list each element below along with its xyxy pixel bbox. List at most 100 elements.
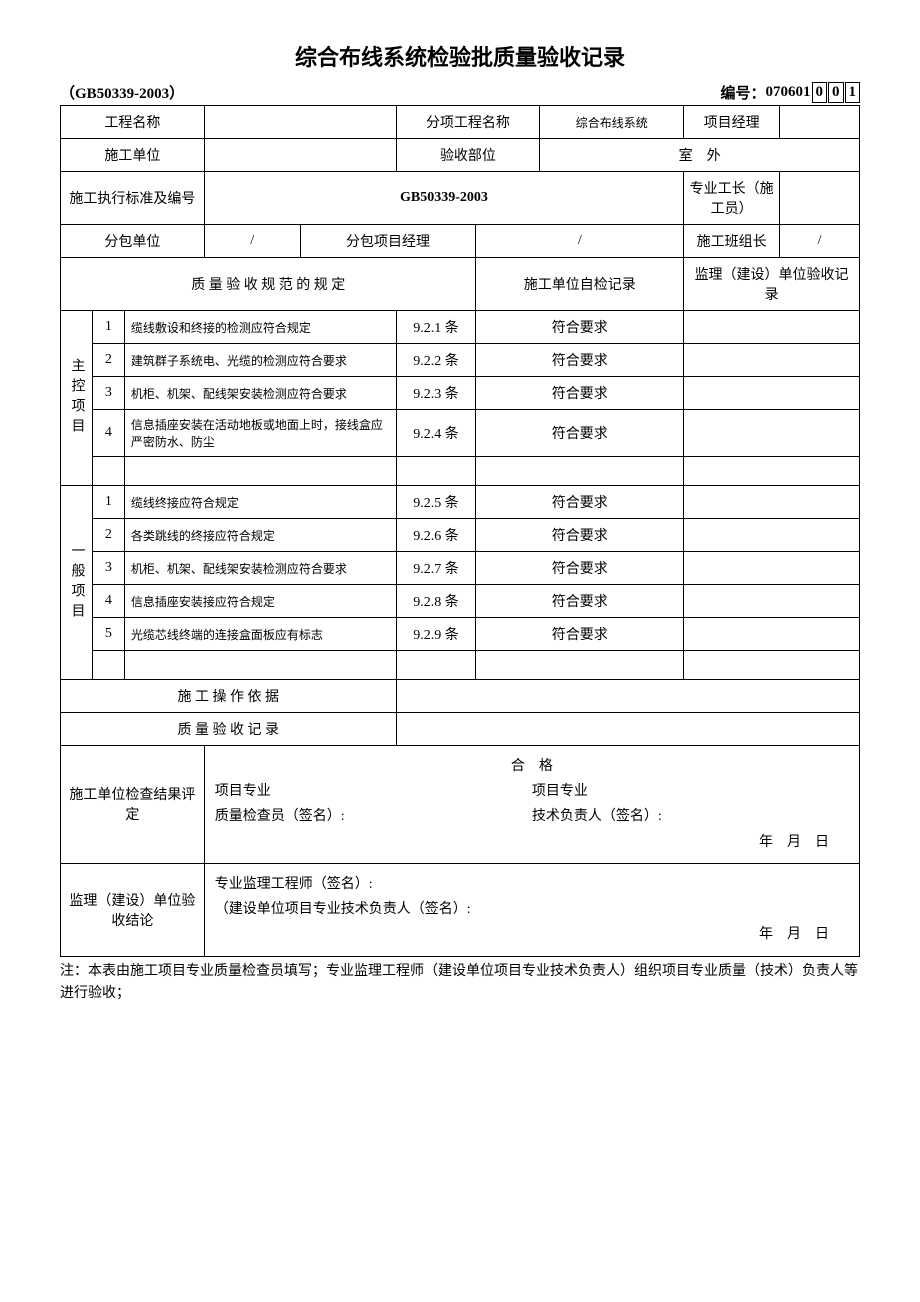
gen-row-empty-check (476, 651, 684, 680)
gen-row-clause-5: 9.2.9 条 (396, 618, 476, 651)
exec-standard-bold: GB50339-2003 (400, 190, 488, 205)
header-row: （GB50339-2003） 编号： 070601 0 0 1 (60, 82, 860, 103)
value-exec-standard: GB50339-2003 (204, 172, 683, 225)
value-op-basis (396, 680, 859, 713)
gen-row-check-4: 符合要求 (476, 585, 684, 618)
main-row-sup-3 (684, 377, 860, 410)
code-prefix: 070601 (766, 84, 811, 101)
main-row-check-4: 符合要求 (476, 410, 684, 457)
main-row-empty-sup (684, 457, 860, 486)
main-row-check-3: 符合要求 (476, 377, 684, 410)
gen-row-num-3: 3 (92, 552, 124, 585)
main-row-empty-desc (124, 457, 396, 486)
gen-row-empty-num (92, 651, 124, 680)
label-sub-project: 分项工程名称 (396, 106, 540, 139)
value-project-name (204, 106, 396, 139)
label-self-check: 施工单位自检记录 (476, 258, 684, 311)
label-result-eval: 施工单位检查结果评定 (61, 746, 205, 864)
main-row-desc-3: 机柜、机架、配线架安装检测应符合要求 (124, 377, 396, 410)
gen-row-check-2: 符合要求 (476, 519, 684, 552)
qc-inspector-line2: 质量检查员（签名）: (215, 809, 345, 824)
gen-row-desc-5: 光缆芯线终端的连接盒面板应有标志 (124, 618, 396, 651)
gen-row-sup-1 (684, 486, 860, 519)
main-row-check-1: 符合要求 (476, 311, 684, 344)
gen-row-sup-5 (684, 618, 860, 651)
code-box-2: 0 (828, 82, 844, 103)
label-acceptance-part: 验收部位 (396, 139, 540, 172)
gen-row-clause-3: 9.2.7 条 (396, 552, 476, 585)
gen-row-num-4: 4 (92, 585, 124, 618)
gen-row-empty-desc (124, 651, 396, 680)
code-label: 编号： (720, 82, 765, 103)
main-row-clause-4: 9.2.4 条 (396, 410, 476, 457)
gen-row-sup-4 (684, 585, 860, 618)
label-project-name: 工程名称 (61, 106, 205, 139)
gen-row-clause-4: 9.2.8 条 (396, 585, 476, 618)
main-row-clause-3: 9.2.3 条 (396, 377, 476, 410)
qualified-text: 合 格 (215, 754, 849, 779)
code-box-1: 0 (812, 82, 828, 103)
gen-row-check-5: 符合要求 (476, 618, 684, 651)
code-box-3: 1 (845, 82, 861, 103)
gen-row-empty-sup (684, 651, 860, 680)
tech-lead-line1: 项目专业 (532, 784, 588, 799)
result-date: 年 月 日 (215, 830, 849, 855)
label-foreman: 专业工长（施工员） (684, 172, 780, 225)
label-subcontractor: 分包单位 (61, 225, 205, 258)
main-row-check-2: 符合要求 (476, 344, 684, 377)
value-sub-pm: / (476, 225, 684, 258)
gen-row-check-1: 符合要求 (476, 486, 684, 519)
value-team-leader: / (780, 225, 860, 258)
label-exec-standard: 施工执行标准及编号 (61, 172, 205, 225)
main-row-sup-4 (684, 410, 860, 457)
label-op-basis: 施 工 操 作 依 据 (61, 680, 397, 713)
owner-sig: （建设单位项目专业技术负责人（签名）: (215, 897, 849, 922)
gen-row-desc-2: 各类跳线的终接应符合规定 (124, 519, 396, 552)
value-subcontractor: / (204, 225, 300, 258)
gen-row-desc-4: 信息插座安装接应符合规定 (124, 585, 396, 618)
supervisor-content: 专业监理工程师（签名）: （建设单位项目专业技术负责人（签名）: 年 月 日 (204, 863, 859, 956)
supervisor-date: 年 月 日 (215, 922, 849, 947)
main-row-num-3: 3 (92, 377, 124, 410)
label-construction-unit: 施工单位 (61, 139, 205, 172)
gen-row-num-1: 1 (92, 486, 124, 519)
label-sub-pm: 分包项目经理 (300, 225, 476, 258)
label-quality-spec: 质 量 验 收 规 范 的 规 定 (61, 258, 476, 311)
main-table: 工程名称 分项工程名称 综合布线系统 项目经理 施工单位 验收部位 室 外 施工… (60, 105, 860, 957)
main-row-num-1: 1 (92, 311, 124, 344)
value-foreman (780, 172, 860, 225)
standard-ref: （GB50339-2003） (60, 82, 184, 103)
gen-row-num-5: 5 (92, 618, 124, 651)
gen-row-check-3: 符合要求 (476, 552, 684, 585)
qc-inspector-line1: 项目专业 (215, 784, 271, 799)
gen-row-num-2: 2 (92, 519, 124, 552)
result-eval-content: 合 格 项目专业 质量检查员（签名）: 项目专业 技术负责人（签名）: 年 月 … (204, 746, 859, 864)
gen-row-desc-3: 机柜、机架、配线架安装检测应符合要求 (124, 552, 396, 585)
label-pm: 项目经理 (684, 106, 780, 139)
gen-row-empty-clause (396, 651, 476, 680)
value-quality-record (396, 713, 859, 746)
label-supervisor-record: 监理（建设）单位验收记录 (684, 258, 860, 311)
label-main-items: 主控项目 (61, 311, 93, 486)
label-quality-record: 质 量 验 收 记 录 (61, 713, 397, 746)
gen-row-desc-1: 缆线终接应符合规定 (124, 486, 396, 519)
label-supervisor-conclusion: 监理（建设）单位验收结论 (61, 863, 205, 956)
main-row-clause-1: 9.2.1 条 (396, 311, 476, 344)
value-construction-unit (204, 139, 396, 172)
label-team-leader: 施工班组长 (684, 225, 780, 258)
supervisor-sig: 专业监理工程师（签名）: (215, 872, 849, 897)
main-row-empty-clause (396, 457, 476, 486)
gen-row-clause-1: 9.2.5 条 (396, 486, 476, 519)
main-row-empty-num (92, 457, 124, 486)
main-row-sup-2 (684, 344, 860, 377)
main-row-desc-2: 建筑群子系统电、光缆的检测应符合要求 (124, 344, 396, 377)
value-pm (780, 106, 860, 139)
value-sub-project: 综合布线系统 (540, 106, 684, 139)
value-acceptance-part: 室 外 (540, 139, 860, 172)
main-row-desc-1: 缆线敷设和终接的检测应符合规定 (124, 311, 396, 344)
footer-note: 注：本表由施工项目专业质量检查员填写；专业监理工程师（建设单位项目专业技术负责人… (60, 961, 860, 1006)
main-row-empty-check (476, 457, 684, 486)
tech-lead-line2: 技术负责人（签名）: (532, 809, 662, 824)
gen-row-sup-3 (684, 552, 860, 585)
main-row-sup-1 (684, 311, 860, 344)
